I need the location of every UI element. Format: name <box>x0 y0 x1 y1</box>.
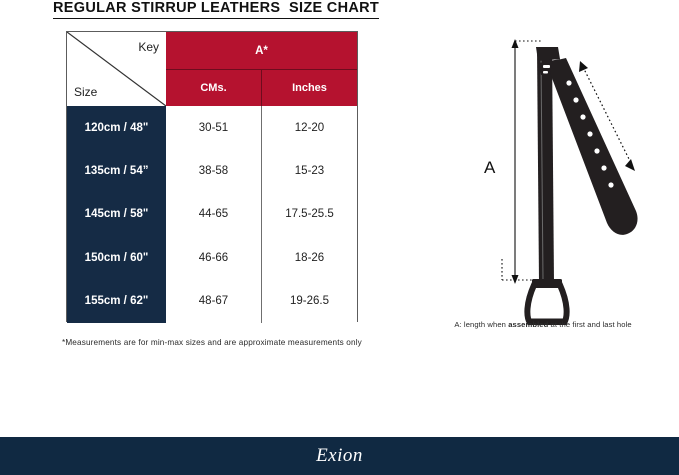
stirrup-leather-diagram <box>440 25 670 326</box>
size-chart-table: Key Size A* CMs. Inches 120cm / 48" 30-5… <box>66 31 358 323</box>
footer-bar: Exion <box>0 437 679 475</box>
cell-inches: 15-23 <box>262 149 357 193</box>
diagonal-divider-icon <box>67 32 166 106</box>
caption-prefix: A: length when <box>454 320 509 329</box>
strap-direction-arrow <box>582 66 633 166</box>
caption-suffix: at the first and last hole <box>548 320 632 329</box>
dimension-label-a: A <box>484 158 496 177</box>
cell-cms: 48-67 <box>166 279 262 323</box>
stirrup-iron <box>524 279 570 326</box>
cell-size: 120cm / 48" <box>67 106 166 150</box>
caption-bold-word: assembled <box>508 320 549 329</box>
buckle-highlights <box>543 65 550 74</box>
arrow-head-top <box>579 61 588 72</box>
leather-strap-diagonal <box>550 58 638 235</box>
cell-cms: 30-51 <box>166 106 262 150</box>
cell-cms: 46-66 <box>166 236 262 280</box>
key-header-label: Key <box>138 40 159 54</box>
cell-cms: 38-58 <box>166 149 262 193</box>
strap-holes <box>566 80 614 188</box>
cell-inches: 17.5-25.5 <box>262 192 357 237</box>
table-header: Key Size A* CMs. Inches <box>67 32 357 106</box>
cell-size: 150cm / 60" <box>67 236 166 280</box>
cell-inches: 18-26 <box>262 236 357 280</box>
cell-inches: 12-20 <box>262 106 357 150</box>
group-header-a: A* <box>166 32 357 70</box>
size-header-label: Size <box>74 85 98 99</box>
table-row: 120cm / 48" 30-51 12-20 <box>67 106 357 150</box>
arrow-head-bottom <box>625 159 635 171</box>
table-row: 155cm / 62" 48-67 19-26.5 <box>67 279 357 323</box>
dimension-leader-lines <box>501 40 543 281</box>
key-size-diagonal-cell: Key Size <box>67 32 166 106</box>
column-header-cms: CMs. <box>166 70 262 106</box>
cell-size: 145cm / 58" <box>67 192 166 237</box>
measurements-footnote: *Measurements are for min-max sizes and … <box>62 338 362 347</box>
cell-cms: 44-65 <box>166 192 262 237</box>
leather-strap-vertical <box>537 47 554 283</box>
table-row: 150cm / 60" 46-66 18-26 <box>67 236 357 280</box>
cell-size: 135cm / 54” <box>67 149 166 193</box>
column-header-inches: Inches <box>262 70 357 106</box>
brand-logo: Exion <box>316 445 363 466</box>
dimension-line-a <box>511 39 519 284</box>
stirrup-leather-illustration <box>501 39 638 326</box>
cell-inches: 19-26.5 <box>262 279 357 323</box>
strap-edge-highlight <box>540 58 544 281</box>
table-row: 145cm / 58" 44-65 17.5-25.5 <box>67 192 357 237</box>
cell-size: 155cm / 62" <box>67 279 166 323</box>
diagram-caption: A: length when assembled at the first an… <box>418 320 668 329</box>
page-title: REGULAR STIRRUP LEATHERS SIZE CHART <box>53 0 380 19</box>
table-row: 135cm / 54” 38-58 15-23 <box>67 149 357 193</box>
